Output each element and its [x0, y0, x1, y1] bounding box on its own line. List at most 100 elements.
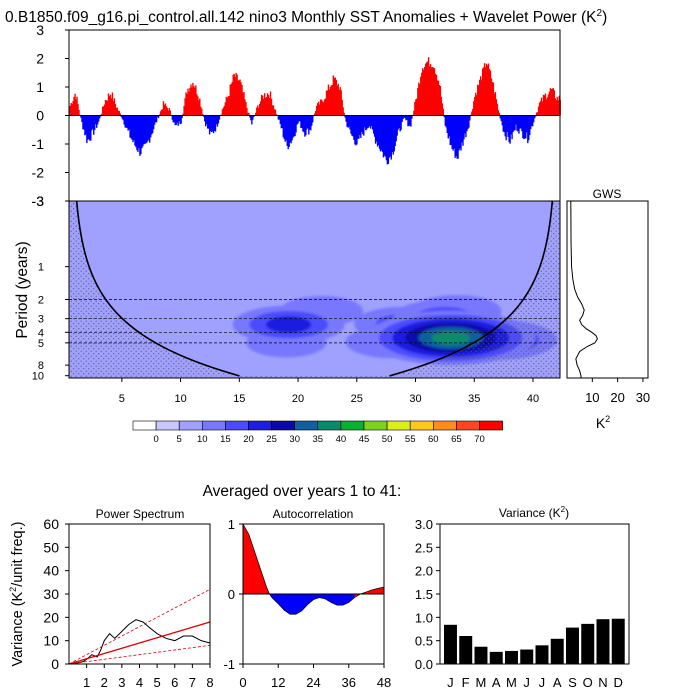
negative-anomaly-bar: [469, 115, 471, 121]
negative-anomaly-bar: [125, 115, 127, 128]
positive-anomaly-bar: [224, 102, 227, 116]
variance-bar: [459, 636, 473, 664]
negative-anomaly-bar: [120, 115, 122, 117]
positive-anomaly-bar: [105, 100, 108, 116]
positive-anomaly-bar: [424, 63, 427, 116]
colorbar-label: 65: [451, 434, 462, 445]
gws-x-tick-label: 10: [585, 390, 599, 405]
negative-anomaly-bar: [522, 115, 524, 139]
negative-anomaly-bar: [394, 115, 396, 146]
variance-axes: 0.00.51.01.52.02.53.0J F M A M J J A S O N D: [415, 517, 623, 690]
positive-anomaly-bar: [432, 67, 435, 116]
period-axis-label: Period (years): [14, 241, 31, 338]
negative-anomaly-bar: [216, 115, 219, 127]
negative-anomaly-bar: [97, 115, 100, 122]
negative-anomaly-bar: [150, 115, 152, 138]
positive-anomaly-bar: [78, 109, 80, 116]
positive-anomaly-bar: [326, 90, 329, 116]
negative-anomaly-bar: [459, 115, 461, 149]
positive-anomaly-bar: [537, 106, 540, 116]
negative-anomaly-bar: [406, 115, 408, 120]
negative-anomaly-bar: [465, 115, 467, 138]
positive-anomaly-bar: [431, 67, 434, 116]
negative-anomaly-bar: [380, 115, 383, 151]
negative-anomaly-bar: [203, 115, 205, 117]
anomaly-marks: [69, 57, 561, 165]
negative-anomaly-bar: [87, 115, 89, 140]
positive-anomaly-bar: [76, 96, 78, 116]
negative-anomaly-bar: [457, 115, 459, 159]
positive-anomaly-bar: [337, 83, 339, 116]
colorbar: 0 5 10 15 20 25 30 35 40 45 50 55 60 65 70: [132, 420, 503, 445]
colorbar-swatch: [340, 420, 365, 431]
colorbar-swatch: [225, 420, 249, 431]
positive-anomaly-bar: [342, 107, 344, 116]
colorbar-label: 0: [153, 434, 158, 445]
positive-anomaly-bar: [550, 89, 553, 116]
period-axis: -3 1 2 345 810: [32, 193, 69, 383]
gws-x-label: K2: [596, 414, 610, 431]
autocorrelation-axes: -1 0 1 0 12 24 36 48: [223, 517, 391, 690]
negative-anomaly-bar: [144, 115, 146, 144]
power-spectrum-title: Power Spectrum: [96, 507, 185, 521]
negative-anomaly-bar: [175, 115, 177, 126]
negative-anomaly-bar: [373, 115, 376, 137]
negative-anomaly-bar: [205, 115, 208, 125]
anomaly-y-tick-label: -2: [32, 165, 45, 181]
positive-anomaly-bar: [475, 92, 477, 116]
negative-anomaly-bar: [349, 115, 351, 130]
positive-anomaly-bar: [318, 104, 321, 116]
negative-anomaly-bar: [84, 115, 86, 136]
variance-month-label: J: [447, 675, 454, 690]
power-spectrum-lines: [68, 588, 211, 665]
negative-anomaly-bar: [211, 115, 214, 132]
positive-anomaly-bar: [239, 79, 241, 116]
negative-anomaly-bar: [347, 115, 349, 128]
positive-anomaly-bar: [195, 85, 197, 116]
positive-anomaly-bar: [73, 96, 75, 116]
positive-anomaly-bar: [113, 98, 116, 116]
negative-anomaly-bar: [528, 115, 530, 141]
anomaly-panel: -3 -2 -1 0 1 2 3: [32, 22, 561, 209]
colorbar-label: 15: [220, 434, 231, 445]
positive-anomaly-bar: [535, 112, 538, 116]
negative-anomaly-bar: [281, 115, 283, 129]
negative-anomaly-bar: [520, 115, 522, 129]
negative-anomaly-bar: [346, 115, 348, 127]
positive-anomaly-bar: [268, 97, 271, 116]
negative-anomaly-bar: [506, 115, 508, 132]
variance-y-tick-label: 0.5: [415, 634, 433, 649]
variance-bar: [611, 618, 625, 664]
negative-anomaly-bar: [303, 115, 305, 133]
positive-anomaly-bar: [275, 114, 278, 116]
variance-month-label: N: [598, 675, 607, 690]
variance-month-label: O: [583, 675, 593, 690]
year-axis-tick-label: 35: [468, 393, 480, 405]
period-axis-tick-label: 10: [32, 371, 44, 383]
positive-anomaly-bar: [196, 94, 198, 116]
negative-anomaly-bar: [352, 115, 354, 137]
year-axis-tick-label: 30: [409, 393, 421, 405]
negative-anomaly-bar: [513, 115, 515, 131]
negative-anomaly-bar: [96, 115, 99, 125]
negative-anomaly-bar: [461, 115, 463, 143]
negative-anomaly-bar: [384, 115, 387, 157]
negative-anomaly-bar: [208, 115, 211, 135]
negative-anomaly-bar: [89, 115, 91, 141]
negative-anomaly-bar: [287, 115, 289, 150]
negative-anomaly-bar: [350, 115, 352, 134]
positive-anomaly-bar: [270, 98, 273, 116]
positive-anomaly-bar: [335, 79, 337, 116]
negative-anomaly-bar: [464, 115, 466, 134]
negative-anomaly-bar: [533, 115, 536, 119]
positive-anomaly-bar: [190, 84, 192, 116]
positive-anomaly-bar: [442, 108, 445, 116]
positive-anomaly-bar: [425, 62, 428, 116]
positive-anomaly-bar: [418, 82, 420, 116]
negative-anomaly-bar: [312, 115, 314, 123]
negative-anomaly-bar: [451, 115, 453, 149]
variance-bar: [566, 627, 579, 664]
negative-anomaly-bar: [348, 115, 350, 127]
positive-anomaly-bar: [315, 105, 318, 116]
